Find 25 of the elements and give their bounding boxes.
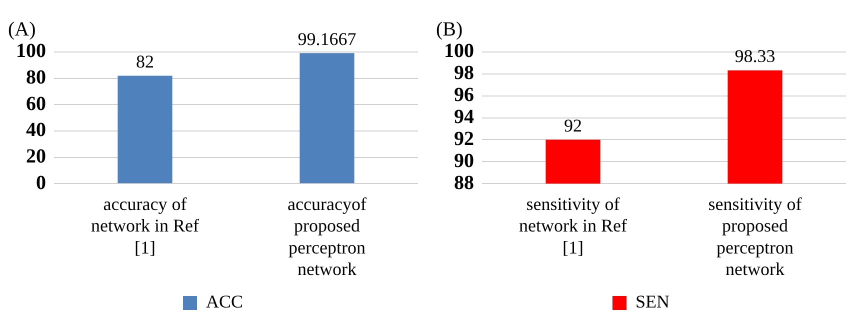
chart-title: (A) bbox=[8, 18, 36, 40]
data-label: 99.1667 bbox=[298, 28, 356, 49]
x-tick-label: accuracy of network in Ref [1] bbox=[91, 194, 199, 258]
y-tick-label: 60 bbox=[26, 92, 46, 115]
chart-title: (B) bbox=[436, 18, 463, 40]
data-label: 92 bbox=[564, 115, 582, 136]
y-tick-label: 80 bbox=[26, 66, 46, 88]
y-tick-label: 20 bbox=[26, 145, 46, 168]
y-tick-label: 40 bbox=[26, 119, 46, 142]
y-tick-label: 96 bbox=[454, 84, 474, 106]
legend-label: SEN bbox=[636, 292, 670, 312]
legend-label: ACC bbox=[206, 292, 244, 312]
x-tick-label: sensitivity of network in Ref [1] bbox=[519, 194, 627, 258]
y-tick-label: 0 bbox=[36, 172, 46, 194]
data-label: 98.33 bbox=[734, 46, 776, 66]
y-tick-label: 94 bbox=[454, 106, 474, 128]
y-tick-label: 100 bbox=[444, 40, 474, 62]
x-tick-label: accuracyof proposed perceptron network bbox=[288, 194, 366, 279]
y-tick-label: 90 bbox=[454, 150, 474, 172]
y-tick-label: 92 bbox=[454, 128, 474, 150]
data-label: 82 bbox=[136, 51, 154, 72]
y-tick-label: 100 bbox=[16, 40, 46, 62]
x-tick-label: sensitivity of proposed perceptron network bbox=[708, 194, 802, 279]
y-tick-label: 98 bbox=[454, 62, 474, 84]
y-tick-label: 88 bbox=[454, 172, 474, 194]
